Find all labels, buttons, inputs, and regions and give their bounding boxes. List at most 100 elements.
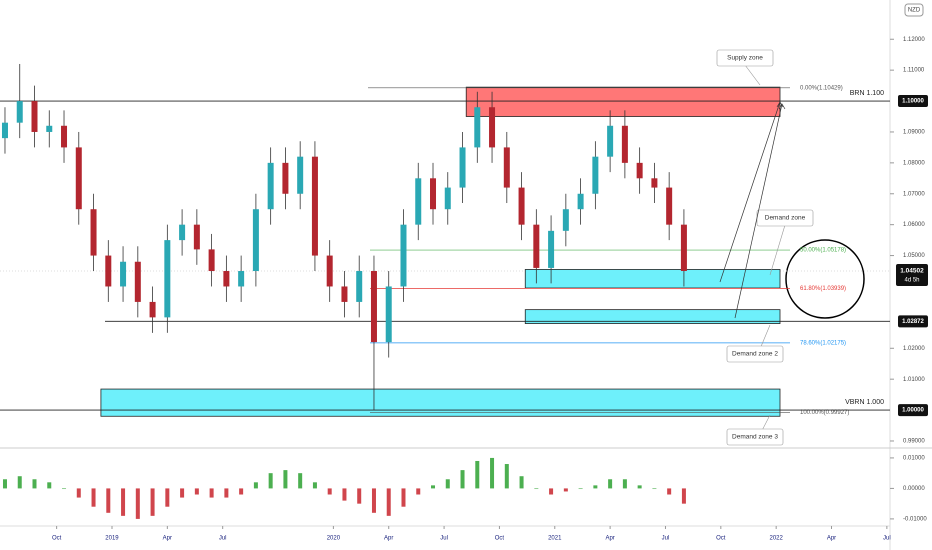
osc-bar xyxy=(312,482,317,489)
x-tick-label: Oct xyxy=(716,536,726,542)
osc-bar xyxy=(622,479,627,489)
osc-bar xyxy=(475,460,480,489)
osc-bar xyxy=(327,488,332,495)
candle-body xyxy=(341,286,348,302)
osc-bar xyxy=(371,488,376,513)
osc-bar xyxy=(180,488,185,498)
price-tag-label: 1.10000 xyxy=(902,99,924,105)
zone xyxy=(524,309,781,324)
symbol-badge-text: NZD xyxy=(908,8,921,14)
candle-body xyxy=(252,209,259,272)
candle-body xyxy=(282,162,289,194)
candle-body xyxy=(621,125,628,163)
candle-body xyxy=(518,187,525,225)
osc-bar xyxy=(386,488,391,516)
osc-bar xyxy=(431,485,436,489)
osc-bar xyxy=(91,488,96,507)
candle-body xyxy=(666,187,673,225)
callout-label: Demand zone 2 xyxy=(732,351,778,358)
osc-bar xyxy=(283,470,288,489)
osc-bar xyxy=(62,488,67,490)
y-tick-label: 1.08000 xyxy=(903,160,925,166)
osc-bar xyxy=(401,488,406,507)
osc-bar xyxy=(32,479,37,489)
y-tick-label: 1.12000 xyxy=(903,37,925,43)
osc-bar xyxy=(135,488,140,519)
osc-bar xyxy=(608,479,613,489)
osc-bar xyxy=(578,488,583,490)
osc-y-tick-label: 0.01000 xyxy=(903,456,925,462)
x-tick-label: Jul xyxy=(883,536,891,542)
candle-body xyxy=(105,255,112,287)
level-label: VBRN 1.000 xyxy=(845,399,884,406)
osc-bar xyxy=(681,488,686,504)
y-tick-label: 1.02000 xyxy=(903,346,925,352)
osc-bar xyxy=(549,488,554,495)
osc-bar xyxy=(563,488,568,492)
candle-body xyxy=(193,224,200,250)
osc-bar xyxy=(150,488,155,516)
callout-label: Demand zone xyxy=(765,215,806,222)
callout-box xyxy=(716,49,774,67)
candle-body xyxy=(370,271,377,343)
x-tick-label: Jul xyxy=(219,536,227,542)
candle-body xyxy=(489,107,496,148)
highlight-circle xyxy=(785,239,865,319)
candle-body xyxy=(120,261,127,287)
osc-bar xyxy=(268,473,273,489)
osc-bar xyxy=(534,488,539,490)
last-price-tag xyxy=(896,263,928,286)
osc-bar xyxy=(504,464,509,489)
x-tick-label: 2021 xyxy=(548,536,562,542)
osc-bar xyxy=(342,488,347,501)
candle-body xyxy=(607,125,614,157)
callout-box xyxy=(726,428,784,446)
candle-body xyxy=(680,224,687,272)
y-tick-label: 0.99000 xyxy=(903,439,925,445)
candle-body xyxy=(31,101,38,132)
price-tag-label: 1.00000 xyxy=(902,408,924,414)
osc-y-tick-label: 0.00000 xyxy=(903,486,925,492)
osc-bar xyxy=(519,476,524,489)
candle-body xyxy=(208,249,215,272)
osc-bar xyxy=(165,488,170,507)
candle-body xyxy=(326,255,333,287)
candle-body xyxy=(238,271,245,287)
callout-box xyxy=(726,345,784,363)
zone xyxy=(100,388,781,417)
x-tick-label: 2020 xyxy=(327,536,341,542)
price-tag xyxy=(898,404,928,417)
y-tick-label: 1.09000 xyxy=(903,130,925,136)
osc-bar xyxy=(460,470,465,489)
candle-body xyxy=(223,271,230,287)
candle-body xyxy=(149,301,156,318)
osc-bar xyxy=(298,473,303,489)
osc-y-tick-label: -0.01000 xyxy=(903,516,927,522)
osc-bar xyxy=(253,482,258,489)
candle-body xyxy=(474,107,481,148)
candle-body xyxy=(311,156,318,256)
osc-bar xyxy=(357,488,362,504)
osc-bar xyxy=(637,485,642,489)
candle-body xyxy=(636,162,643,179)
y-tick-label: 1.07000 xyxy=(903,191,925,197)
osc-bar xyxy=(2,479,7,489)
fib-label: 78.60%(1.02175) xyxy=(800,340,846,346)
osc-bar xyxy=(106,488,111,513)
x-tick-label: Apr xyxy=(163,536,172,542)
candle-body xyxy=(61,125,68,148)
candle-body xyxy=(356,271,363,302)
fib-label: 0.00%(1.10429) xyxy=(800,85,843,91)
osc-bar xyxy=(445,479,450,489)
candle-body xyxy=(134,261,141,302)
osc-bar xyxy=(416,488,421,495)
symbol-badge[interactable] xyxy=(904,3,924,17)
candle-body xyxy=(548,230,555,268)
candle-body xyxy=(503,147,510,188)
candle-body xyxy=(444,187,451,210)
callout-label: Supply zone xyxy=(727,55,763,62)
fib-label: 50.00%(1.05178) xyxy=(800,248,846,254)
y-tick-label: 1.06000 xyxy=(903,222,925,228)
last-price-label: 1.04502 xyxy=(900,268,924,275)
candle-body xyxy=(16,101,23,123)
